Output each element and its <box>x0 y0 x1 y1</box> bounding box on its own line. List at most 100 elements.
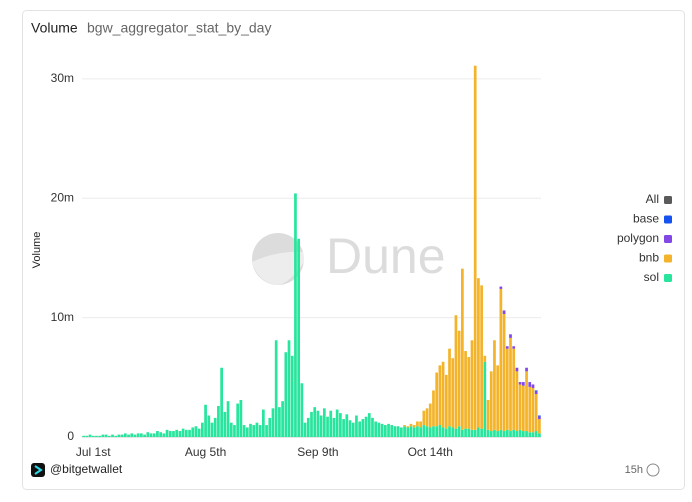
refresh-icon <box>646 463 660 477</box>
bar-segment <box>470 429 474 437</box>
bar-segment <box>512 346 516 349</box>
bar-segment <box>255 422 259 437</box>
bar-segment <box>412 425 416 428</box>
bar-segment <box>310 411 313 437</box>
bar-segment <box>528 382 532 387</box>
x-tick-label: Oct 14th <box>408 445 453 459</box>
bar-segment <box>201 422 204 437</box>
bar-segment <box>390 425 394 437</box>
bar-segment <box>505 346 509 349</box>
bar-segment <box>149 433 153 437</box>
bar-segment <box>117 434 121 437</box>
bar-segment <box>496 365 500 432</box>
bar-segment <box>400 427 403 437</box>
bar-segment <box>534 431 538 437</box>
bar-segment <box>371 417 374 437</box>
plot: 0 10m 20m 30m Jul 1st Aug 5th Sep 9th Oct 14th <box>51 65 541 459</box>
bar-segment <box>188 429 191 437</box>
bar-segment <box>515 371 519 432</box>
footer-icon <box>31 463 45 477</box>
bar-segment <box>181 428 185 437</box>
legend-swatch <box>664 215 672 224</box>
watermark-logo-shade <box>252 251 304 285</box>
bar-segment <box>515 431 519 437</box>
bar-segment <box>88 434 92 437</box>
bar-segment <box>467 428 471 437</box>
y-tick-label: 0 <box>67 429 74 443</box>
x-tick-label: Jul 1st <box>76 445 111 459</box>
bar-segment <box>387 423 390 437</box>
bar-segment <box>319 415 323 437</box>
bar-segment <box>467 357 471 429</box>
bar-segment <box>502 431 506 437</box>
bar-segment <box>95 435 98 437</box>
bar-segment <box>242 425 246 437</box>
age-label: 15h <box>625 464 643 476</box>
bar-segment <box>461 268 464 430</box>
bar-segment <box>217 405 220 437</box>
bar-segment <box>239 399 243 437</box>
footer-handle: @bitgetwallet <box>50 462 123 476</box>
bar-segment <box>518 382 522 385</box>
bar-segment <box>486 399 490 430</box>
bar-segment <box>441 361 445 428</box>
bar-segment <box>515 367 519 372</box>
bar-segment <box>521 382 525 386</box>
bar-segment <box>477 278 480 428</box>
bar-segment <box>136 433 140 437</box>
bar-segment <box>300 383 304 437</box>
legend-swatch <box>664 254 672 263</box>
bar-segment <box>509 431 512 437</box>
bar-segment <box>512 348 516 430</box>
bar-segment <box>416 421 419 427</box>
legend-label: sol <box>644 270 659 284</box>
bar-segment <box>419 427 422 437</box>
chart-title: Volume <box>31 20 78 36</box>
bar-segment <box>480 428 483 437</box>
bar-segment <box>175 429 179 437</box>
legend-label: polygon <box>617 231 659 245</box>
bar-segment <box>339 413 342 437</box>
bar-segment <box>486 429 490 437</box>
bar-segment <box>512 429 516 437</box>
bar-segment <box>140 433 143 437</box>
bar-segment <box>335 409 339 437</box>
bar-segment <box>98 435 102 437</box>
bar-segment <box>538 419 541 434</box>
bar-segment <box>294 193 297 437</box>
legend-label: bnb <box>639 251 659 265</box>
bar-segment <box>473 429 477 437</box>
bar-segment <box>82 435 85 437</box>
bar-segment <box>403 425 406 427</box>
bar-segment <box>416 426 419 437</box>
x-tick-label: Sep 9th <box>297 445 338 459</box>
bar-segment <box>438 365 442 426</box>
bar-segment <box>355 415 358 437</box>
legend-label: base <box>633 212 659 226</box>
bar-segment <box>454 428 458 437</box>
bar-segment <box>525 367 528 372</box>
bar-segment <box>223 411 227 437</box>
bar-segment <box>454 315 458 429</box>
bar-segment <box>316 410 320 437</box>
chart-subtitle: bgw_aggregator_stat_by_day <box>87 20 271 36</box>
bar-segment <box>448 348 451 427</box>
bar-segment <box>521 431 525 437</box>
bar-segment <box>425 408 429 427</box>
bar-segment <box>412 427 416 437</box>
bar-segment <box>489 431 493 437</box>
bar-segment <box>278 407 281 437</box>
bar-segment <box>406 427 410 437</box>
bar-segment <box>464 428 467 437</box>
bar-segment <box>123 433 127 437</box>
bar-segment <box>111 434 114 437</box>
bar-segment <box>531 384 535 389</box>
bar-segment <box>534 390 538 392</box>
bar-segment <box>451 427 455 437</box>
bar-segment <box>191 427 195 437</box>
bar-segment <box>444 428 448 437</box>
bar-segment <box>480 285 483 429</box>
watermark-group: Dune <box>252 228 446 285</box>
bar-segment <box>358 421 362 437</box>
bar-segment <box>249 423 252 437</box>
